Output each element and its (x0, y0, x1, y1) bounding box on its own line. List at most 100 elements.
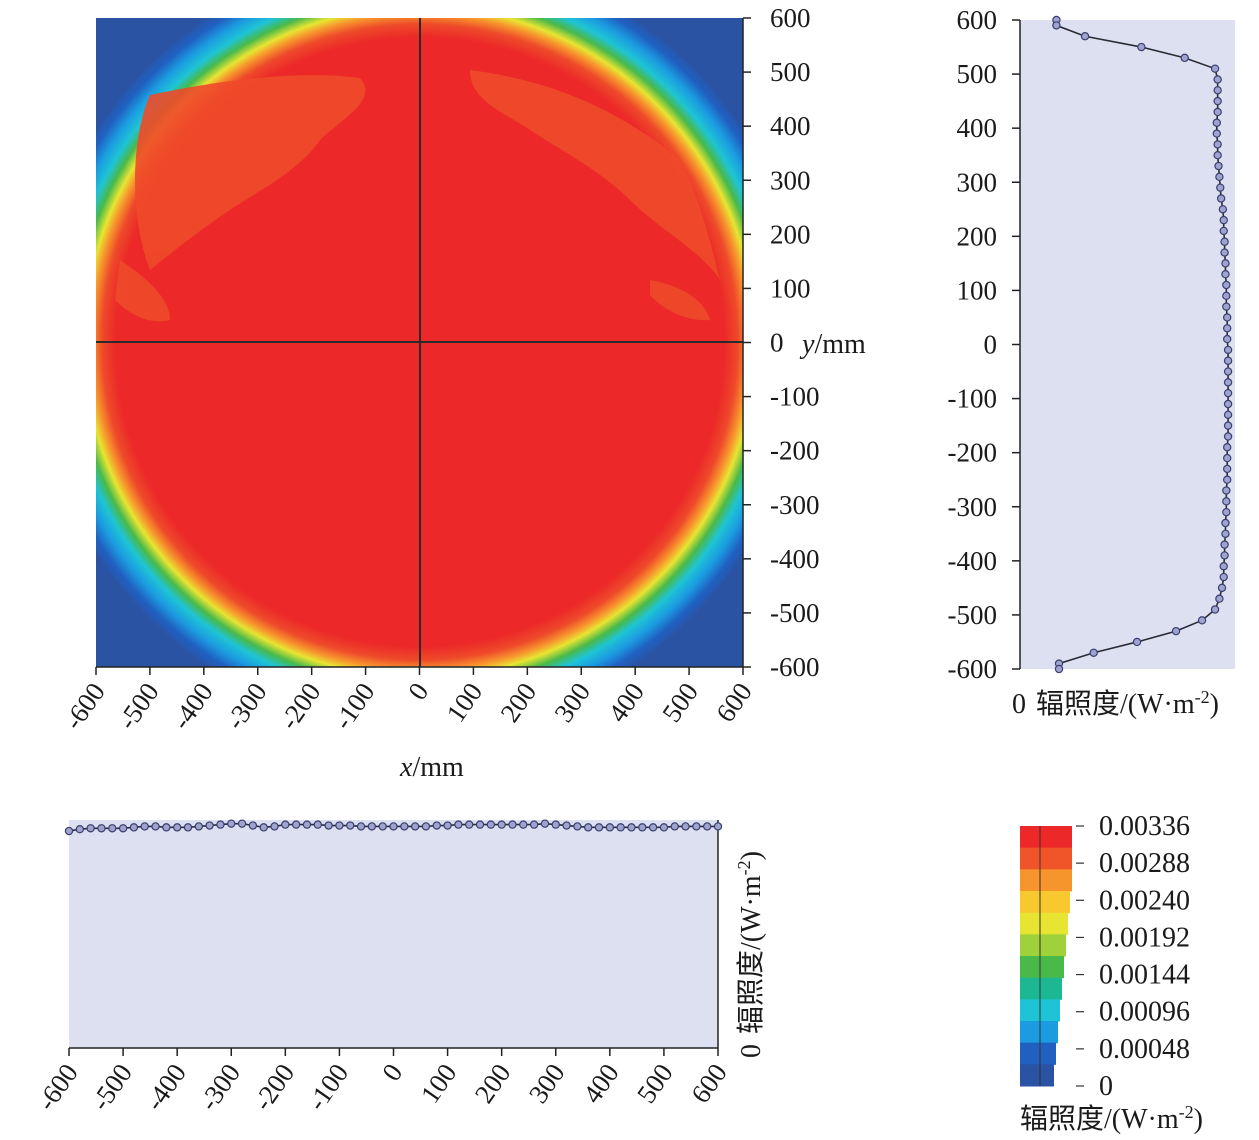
heatmap-x-tick-label: 100 (441, 677, 489, 727)
vertical-profile-point (1089, 648, 1098, 657)
horizontal-profile-point (573, 822, 582, 831)
vertical-profile-point (1223, 345, 1233, 355)
colorbar-tick-label: 0 (1099, 1071, 1113, 1102)
colorbar-tick-label: 0.00096 (1099, 997, 1190, 1028)
horizontal-profile-point (194, 822, 203, 831)
vertical-profile-y-tick-label: -300 (948, 492, 998, 522)
horizontal-profile-point (410, 822, 420, 831)
vertical-profile-point (1220, 248, 1229, 257)
horizontal-profile-point (389, 822, 398, 831)
horizontal-profile-point (302, 820, 312, 829)
horizontal-profile-point (465, 820, 474, 829)
colorbar-swatch (1020, 1064, 1054, 1087)
vertical-profile-point (1222, 443, 1232, 452)
vertical-profile-point (1222, 453, 1232, 463)
horizontal-profile-point (97, 824, 106, 833)
vertical-profile-point (1213, 107, 1222, 117)
heatmap-x-tick-label: -400 (166, 677, 219, 735)
heatmap-y-tick-label: 300 (770, 165, 811, 195)
heatmap-x-tick-label: 600 (710, 677, 758, 727)
vertical-profile-point (1222, 334, 1232, 344)
heatmap-y-axis-label: y/mm (799, 329, 866, 360)
colorbar-swatch (1020, 847, 1072, 870)
vertical-profile-point (1052, 21, 1061, 30)
horizontal-profile-point (356, 822, 366, 831)
colorbar-tick-label: 0.00048 (1099, 1034, 1190, 1065)
vertical-profile-point (1222, 324, 1232, 333)
vertical-profile-y-tick-label: 500 (957, 59, 998, 89)
vertical-profile-point (1080, 32, 1090, 41)
horizontal-profile-point (508, 820, 517, 829)
vertical-profile-point (1197, 616, 1207, 625)
horizontal-profile-point (562, 821, 571, 830)
vertical-profile-point (1171, 626, 1181, 636)
horizontal-profile-point (475, 820, 485, 829)
horizontal-profile-x-tick-label: 500 (631, 1058, 679, 1108)
horizontal-profile-point (432, 821, 441, 830)
vertical-profile-point (1212, 118, 1221, 127)
heatmap-y-tick-label: -400 (770, 544, 820, 574)
vertical-profile-point (1213, 151, 1222, 160)
horizontal-profile-point (237, 819, 247, 828)
heatmap-panel: 6005004003002001000-100-200-300-400-500-… (58, 3, 866, 783)
vertical-profile-point (1217, 583, 1227, 593)
vertical-profile-point (1222, 280, 1231, 290)
heatmap-y-tick-label: -300 (770, 490, 820, 520)
colorbar-swatch (1020, 934, 1066, 957)
vertical-profile-point (1221, 518, 1230, 528)
vertical-profile-point (1219, 572, 1228, 582)
horizontal-profile-point (291, 820, 301, 829)
horizontal-profile-point (151, 822, 160, 831)
horizontal-profile-x-tick-label: -500 (85, 1058, 138, 1116)
horizontal-profile-point (584, 823, 593, 832)
vertical-profile-point (1223, 410, 1233, 420)
heatmap-x-tick-label: -300 (220, 677, 273, 735)
horizontal-profile-x-tick-label: -600 (31, 1058, 84, 1116)
vertical-profile-point (1219, 562, 1228, 571)
horizontal-profile-point (702, 822, 712, 831)
horizontal-profile-x-tick-label: 0 (376, 1058, 408, 1086)
vertical-profile-point (1223, 378, 1233, 387)
vertical-profile-point (1212, 129, 1221, 138)
horizontal-profile-x-tick-label: 200 (469, 1058, 517, 1108)
vertical-profile-y-tick-label: 600 (957, 5, 998, 35)
vertical-profile-point (1223, 421, 1233, 430)
horizontal-profile-point (605, 823, 615, 832)
vertical-profile-point (1221, 529, 1230, 538)
colorbar-tick-label: 0.00288 (1099, 848, 1190, 879)
heatmap-x-tick-label: -200 (274, 677, 327, 735)
heatmap-y-tick-label: -200 (770, 436, 820, 466)
colorbar-tick-label: 0.00336 (1099, 811, 1190, 842)
horizontal-profile-plot-area (69, 820, 718, 1048)
horizontal-profile-point (129, 823, 139, 832)
vertical-profile-point (1218, 205, 1228, 214)
horizontal-profile-point (540, 819, 550, 828)
vertical-profile-plot-area (1020, 20, 1235, 669)
heatmap-y-tick-label: 600 (770, 3, 811, 33)
horizontal-profile-x-tick-label: 100 (415, 1058, 463, 1108)
horizontal-profile-point (497, 820, 506, 829)
colorbar-swatches (1020, 826, 1072, 1087)
heatmap-x-tick-label: 0 (402, 677, 434, 705)
vertical-profile-point (1216, 194, 1226, 203)
horizontal-profile-point (486, 820, 496, 829)
colorbar-tick-label: 0.00192 (1099, 922, 1190, 953)
horizontal-profile-markers (64, 819, 723, 836)
heatmap-y-tick-label: 500 (770, 57, 811, 87)
vertical-profile-point (1222, 302, 1231, 311)
horizontal-profile-point (421, 822, 431, 831)
horizontal-profile-point (616, 823, 625, 832)
vertical-profile-point (1213, 140, 1222, 149)
horizontal-profile-x-tick-label: -300 (193, 1058, 246, 1116)
heatmap-x-tick-label: 300 (548, 677, 596, 727)
horizontal-profile-x-tick-label: -100 (301, 1058, 354, 1116)
horizontal-profile-point (443, 821, 452, 830)
horizontal-profile-point (270, 822, 279, 831)
vertical-profile-point (1220, 551, 1229, 560)
vertical-profile-y-tick-label: 100 (957, 275, 998, 305)
horizontal-profile-point (335, 821, 344, 830)
horizontal-profile-panel: -600 -500 -400 -300 -200 -100 0 100 200 300 400 500… (31, 819, 767, 1116)
horizontal-profile-point (346, 821, 355, 830)
horizontal-profile-point (659, 823, 669, 832)
vertical-profile-point (1221, 259, 1230, 268)
